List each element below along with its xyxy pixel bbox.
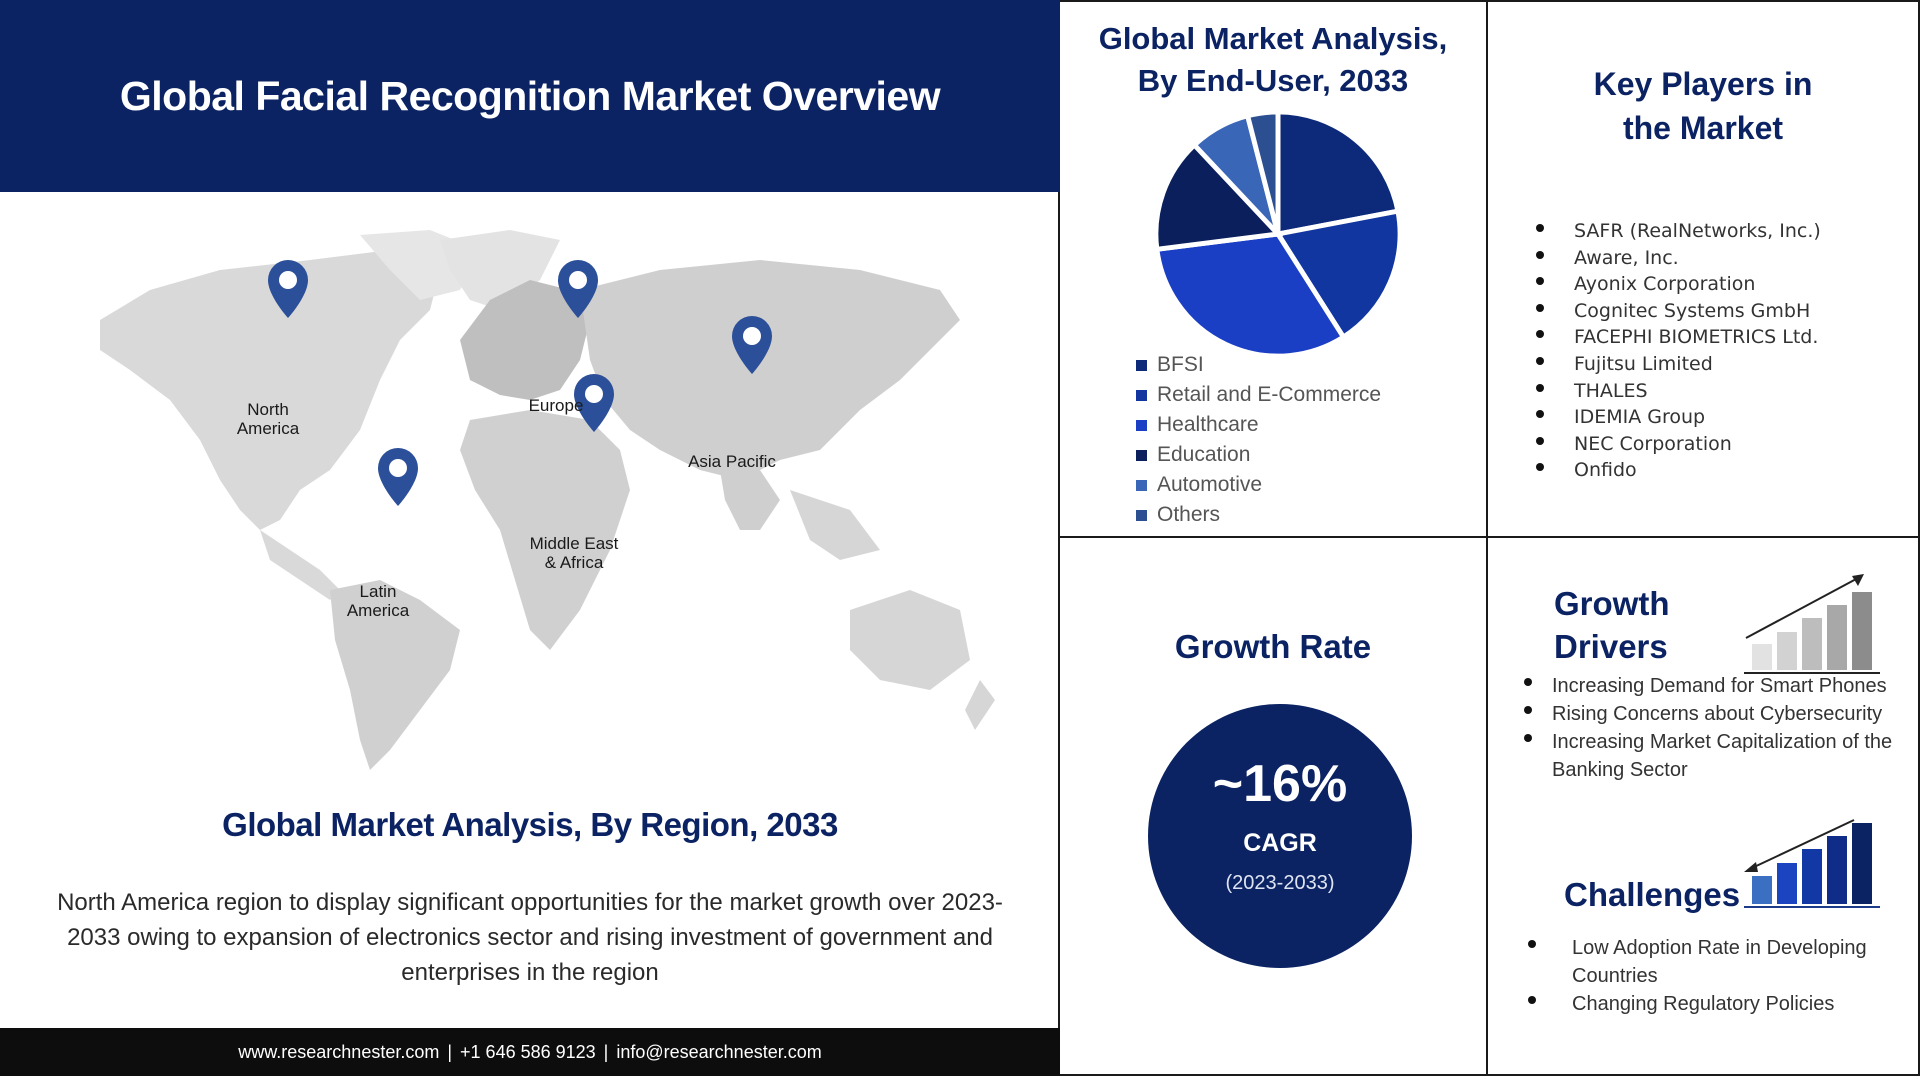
list-item: Fujitsu Limited [1536, 351, 1821, 378]
legend-label: Others [1157, 503, 1221, 526]
blue-bar-chart-icon [1744, 819, 1880, 908]
legend-item: Automotive [1136, 470, 1381, 500]
key-players-list: SAFR (RealNetworks, Inc.) Aware, Inc. Ay… [1536, 218, 1821, 484]
growth-rate-title: Growth Rate [1174, 628, 1372, 665]
list-item: IDEMIA Group [1536, 404, 1821, 431]
phone-number[interactable]: +1 646 586 9123 [460, 1041, 596, 1062]
map-label-middle-east-africa: Middle East & Africa [529, 534, 619, 572]
map-label-europe: Europe [528, 396, 584, 415]
map-label-latin-america: Latin America [346, 582, 410, 620]
footer-separator: | [603, 1041, 609, 1062]
list-item: Cognitec Systems GmbH [1536, 298, 1821, 325]
region-overview-panel: Global Facial Recognition Market Overvie… [0, 0, 1060, 1076]
legend-item: BFSI [1136, 350, 1381, 380]
list-item: Increasing Market Capitalization of the … [1524, 728, 1904, 784]
pie-slice-healthcare [1154, 231, 1347, 359]
key-players-title: Key Players in the Market [1488, 62, 1918, 150]
end-user-pie-chart [1153, 109, 1403, 359]
list-item: Aware, Inc. [1536, 245, 1821, 272]
list-item: Low Adoption Rate in Developing Countrie… [1528, 934, 1888, 990]
legend-label: Retail and E-Commerce [1157, 383, 1382, 406]
end-user-analysis-panel: Global Market Analysis, By End-User, 203… [1060, 0, 1488, 538]
legend-swatch [1136, 359, 1147, 371]
cagr-badge: ~16% CAGR (2023-2033) [1148, 704, 1412, 968]
legend-label: Education [1157, 443, 1251, 466]
list-item: FACEPHI BIOMETRICS Ltd. [1536, 324, 1821, 351]
legend-swatch [1136, 449, 1147, 461]
legend-item: Education [1136, 440, 1381, 470]
end-user-title-line2: By End-User, 2033 [1137, 63, 1409, 98]
list-item: SAFR (RealNetworks, Inc.) [1536, 218, 1821, 245]
world-map [60, 230, 1000, 770]
region-analysis-title: Global Market Analysis, By Region, 2033 [222, 806, 838, 843]
pie-slice-retail-and-e-commerce [1273, 208, 1403, 341]
map-label-north-america: North America [236, 400, 300, 438]
growth-rate-panel: Growth Rate ~16% CAGR (2023-2033) [1060, 538, 1488, 1076]
cagr-value: ~16% [1212, 755, 1348, 813]
pie-slice-bfsi [1275, 109, 1401, 237]
legend-label: Healthcare [1157, 413, 1259, 436]
key-players-title-line2: the Market [1622, 110, 1784, 146]
cagr-period: (2023-2033) [1225, 872, 1335, 894]
cagr-label: CAGR [1243, 829, 1317, 857]
region-analysis-description: North America region to display signific… [57, 889, 1003, 986]
list-item: THALES [1536, 378, 1821, 405]
end-user-title-line1: Global Market Analysis, [1098, 21, 1448, 56]
list-item: NEC Corporation [1536, 431, 1821, 458]
list-item: Changing Regulatory Policies [1528, 990, 1888, 1018]
footer-separator: | [447, 1041, 453, 1062]
key-players-panel: Key Players in the Market SAFR (RealNetw… [1488, 0, 1920, 538]
list-item: Rising Concerns about Cybersecurity [1524, 700, 1904, 728]
list-item: Ayonix Corporation [1536, 271, 1821, 298]
page-title: Global Facial Recognition Market Overvie… [119, 72, 941, 119]
header-banner: Global Facial Recognition Market Overvie… [0, 0, 1060, 192]
contact-footer: www.researchnester.com | +1 646 586 9123… [0, 1028, 1060, 1076]
key-players-title-line1: Key Players in [1593, 66, 1813, 102]
pie-slice-others [1244, 109, 1281, 235]
legend-swatch [1136, 479, 1147, 491]
legend-item: Retail and E-Commerce [1136, 380, 1381, 410]
growth-drivers-list: Increasing Demand for Smart Phones Risin… [1524, 672, 1904, 784]
challenges-title: Challenges [1564, 876, 1741, 913]
rising-bar-chart-icon [1744, 574, 1880, 674]
website-link[interactable]: www.researchnester.com [238, 1041, 440, 1062]
challenges-list: Low Adoption Rate in Developing Countrie… [1528, 934, 1888, 1018]
growth-drivers-title: Growth Drivers [1554, 582, 1669, 668]
world-map-graphic [100, 230, 995, 770]
growth-drivers-title-line1: Growth [1554, 585, 1670, 622]
end-user-title: Global Market Analysis, By End-User, 203… [1060, 18, 1486, 102]
list-item: Increasing Demand for Smart Phones [1524, 672, 1904, 700]
legend-swatch [1136, 419, 1147, 431]
growth-drivers-title-line2: Drivers [1554, 628, 1668, 665]
drivers-challenges-panel: Growth Drivers Increasing Demand for Sma… [1488, 538, 1920, 1076]
legend-swatch [1136, 509, 1147, 521]
legend-label: BFSI [1157, 353, 1204, 376]
email-link[interactable]: info@researchnester.com [616, 1041, 822, 1062]
map-label-asia-pacific: Asia Pacific [688, 452, 776, 471]
legend-item: Others [1136, 500, 1381, 530]
legend-swatch [1136, 389, 1147, 401]
list-item: Onfido [1536, 457, 1821, 484]
location-pins [268, 260, 772, 506]
pie-slice-education [1153, 141, 1284, 253]
legend-item: Healthcare [1136, 410, 1381, 440]
pie-legend: BFSI Retail and E-Commerce Healthcare Educa… [1136, 350, 1381, 530]
legend-label: Automotive [1157, 473, 1263, 496]
